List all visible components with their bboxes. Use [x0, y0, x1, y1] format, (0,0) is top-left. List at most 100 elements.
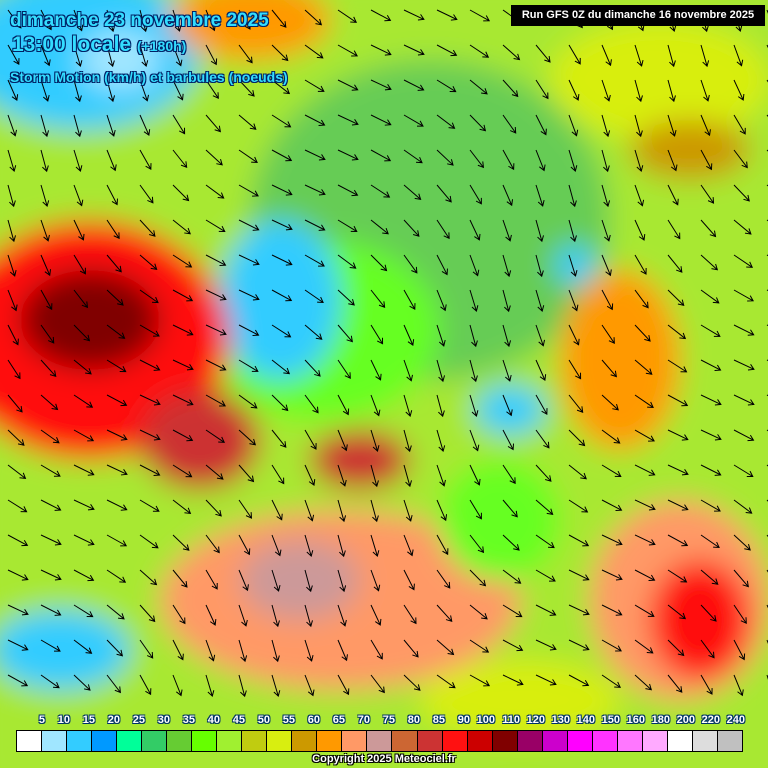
wind-arrow — [502, 79, 519, 98]
legend-label: 140 — [576, 714, 595, 726]
wind-arrow — [370, 219, 389, 235]
wind-arrow — [436, 359, 446, 383]
wind-arrow — [337, 359, 351, 380]
wind-arrow — [337, 289, 355, 306]
wind-arrow — [205, 359, 227, 371]
wind-arrow — [172, 429, 194, 442]
wind-arrow — [733, 499, 753, 514]
wind-arrow — [238, 44, 253, 64]
wind-arrow — [271, 79, 291, 95]
wind-arrow — [667, 44, 676, 68]
legend-label: 25 — [132, 714, 145, 726]
wind-arrow — [436, 9, 458, 21]
wind-arrow — [370, 534, 380, 557]
wind-arrow — [667, 184, 679, 206]
wind-arrow — [634, 394, 654, 409]
wind-arrow — [733, 639, 746, 661]
wind-arrow — [601, 254, 612, 277]
wind-arrow — [370, 149, 392, 162]
wind-arrow — [403, 149, 423, 164]
legend-swatch — [367, 731, 393, 751]
wind-arrow — [601, 569, 623, 581]
wind-arrow — [568, 499, 589, 513]
wind-arrow — [172, 289, 194, 302]
wind-arrow — [337, 394, 350, 416]
parameter-title: Storm Motion (km/h) et barbules (noeuds) — [10, 69, 288, 85]
wind-arrow — [535, 534, 555, 549]
wind-arrow — [634, 114, 643, 138]
wind-arrow — [502, 359, 512, 382]
wind-arrow — [205, 639, 216, 662]
wind-arrow — [304, 359, 321, 377]
lead-time: (+180h) — [136, 38, 187, 54]
wind-arrow — [40, 219, 50, 242]
wind-arrow — [568, 639, 590, 651]
wind-arrow — [304, 254, 325, 267]
legend-swatch — [17, 731, 43, 751]
wind-arrow — [370, 254, 388, 272]
wind-arrow — [700, 359, 722, 371]
wind-arrow — [667, 499, 689, 511]
wind-arrow — [403, 79, 425, 91]
wind-arrow — [238, 289, 260, 301]
wind-arrow — [7, 394, 23, 413]
wind-arrow — [337, 79, 359, 91]
wind-arrow — [7, 44, 20, 65]
wind-arrow — [238, 534, 251, 556]
wind-arrow — [271, 639, 280, 663]
wind-arrow — [700, 674, 713, 695]
legend-swatch — [517, 731, 543, 751]
legend-labels: 5 10 15 20 25 30 35 40 45 50 55 60 65 70 75 80 85 90 100 11… — [16, 714, 745, 730]
wind-arrow — [172, 359, 194, 371]
wind-arrow — [337, 9, 358, 23]
legend-label: 90 — [457, 714, 470, 726]
wind-arrow — [106, 9, 116, 33]
wind-arrow — [667, 394, 689, 407]
wind-arrow — [238, 359, 259, 372]
wind-arrow — [337, 429, 348, 452]
wind-arrow — [700, 219, 717, 238]
wind-arrow — [601, 149, 610, 173]
wind-arrow — [667, 639, 685, 657]
wind-arrow — [700, 324, 721, 337]
legend-swatch — [567, 731, 593, 751]
wind-arrow — [7, 639, 29, 651]
wind-arrow — [40, 79, 50, 102]
wind-arrow — [139, 464, 161, 476]
wind-arrow — [370, 464, 379, 488]
wind-arrow — [700, 114, 711, 137]
wind-arrow — [733, 464, 754, 477]
wind-arrow — [238, 114, 257, 130]
local-time: 13:00 locale — [12, 33, 132, 56]
wind-arrow — [469, 534, 485, 554]
wind-arrow — [238, 464, 255, 483]
wind-arrow — [502, 499, 518, 518]
wind-arrow — [304, 639, 314, 662]
wind-arrow — [271, 44, 289, 62]
wind-arrow — [733, 534, 751, 551]
wind-arrow — [73, 674, 91, 691]
wind-arrow — [403, 254, 418, 274]
wind-arrow — [469, 79, 488, 95]
wind-arrow — [403, 219, 420, 237]
wind-arrow — [469, 9, 491, 22]
wind-arrow — [502, 254, 512, 278]
wind-arrow — [535, 219, 544, 243]
wind-arrow — [337, 569, 347, 593]
wind-arrow — [568, 394, 584, 414]
wind-arrow — [535, 464, 552, 482]
wind-arrow — [700, 604, 717, 622]
wind-arrow — [370, 499, 379, 523]
wind-arrow — [601, 359, 618, 378]
wind-arrow — [469, 359, 478, 383]
wind-arrow — [601, 289, 614, 311]
wind-arrow — [634, 499, 656, 511]
wind-arrow — [73, 394, 94, 408]
wind-arrow — [337, 674, 350, 696]
wind-arrow — [106, 79, 116, 103]
wind-arrow — [271, 324, 292, 338]
legend-label: 70 — [357, 714, 370, 726]
wind-arrow — [40, 429, 60, 444]
wind-arrow — [106, 429, 128, 441]
